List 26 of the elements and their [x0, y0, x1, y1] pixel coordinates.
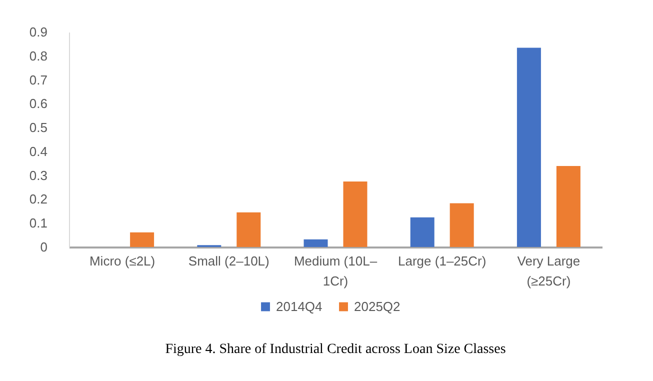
x-tick-label: Large (1–25Cr) — [398, 254, 486, 268]
bar — [130, 232, 154, 247]
x-tick-label: Micro (≤2L) — [89, 254, 156, 268]
y-tick-label: 0 — [40, 240, 48, 254]
bar — [450, 203, 474, 247]
y-tick-label: 0.2 — [29, 192, 48, 207]
y-tick-label: 0.1 — [29, 216, 48, 231]
bar — [236, 212, 261, 247]
y-tick-label: 0.7 — [29, 72, 48, 88]
bar — [410, 217, 434, 247]
x-tick-label: Very Large (≥25Cr) — [517, 254, 580, 288]
bar — [556, 166, 580, 247]
legend-label: 2025Q2 — [354, 298, 400, 314]
bar — [304, 239, 328, 247]
x-tick-label: Medium (10L–1Cr) — [294, 254, 378, 288]
bar — [343, 182, 368, 247]
legend-label: 2014Q4 — [276, 298, 322, 314]
y-tick-label: 0.3 — [29, 168, 48, 183]
bar — [516, 48, 541, 247]
y-tick-label: 0.9 — [29, 24, 48, 40]
y-tick-label: 0.4 — [29, 144, 48, 159]
y-tick-label: 0.5 — [29, 120, 48, 136]
x-tick-label: Small (2–10L) — [188, 254, 270, 268]
y-tick-label: 0.6 — [29, 96, 48, 112]
y-tick-label: 0.8 — [29, 48, 48, 64]
text: Figure 4. Share of Industrial Credit across Loan Size Classes — [165, 342, 506, 357]
